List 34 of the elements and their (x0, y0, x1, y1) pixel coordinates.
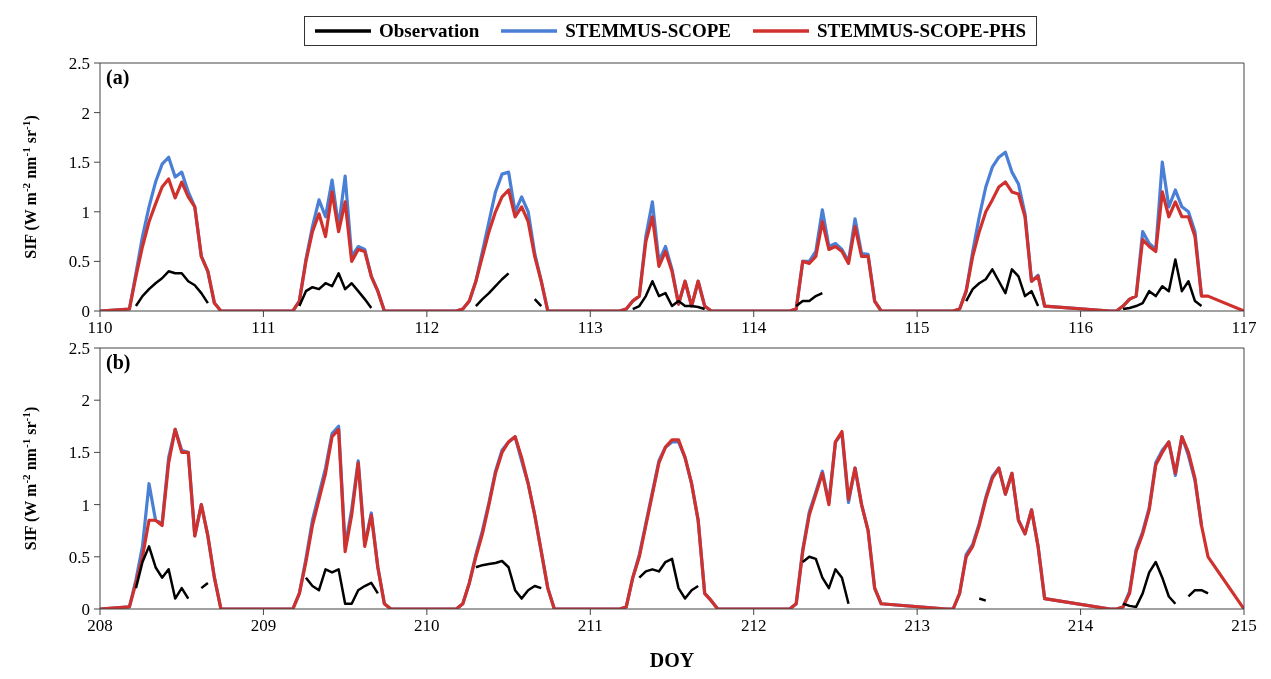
y-tick-label: 1.5 (68, 443, 90, 463)
x-tick-label: 117 (1231, 318, 1257, 338)
y-tick-label: 0 (81, 600, 90, 620)
y-tick-label: 1.5 (68, 153, 90, 173)
y-tick-label: 2 (81, 103, 90, 123)
x-tick-label: 208 (87, 616, 113, 636)
x-tick-label: 111 (251, 318, 276, 338)
x-tick-label: 113 (577, 318, 603, 338)
y-tick-label: 0.5 (68, 252, 90, 272)
x-tick-label: 110 (87, 318, 113, 338)
x-tick-label: 215 (1231, 616, 1257, 636)
y-tick-label: 2.5 (68, 339, 90, 359)
x-tick-label: 213 (904, 616, 930, 636)
x-tick-label: 209 (250, 616, 277, 636)
x-tick-label: 116 (1068, 318, 1094, 338)
y-tick-label: 0 (81, 302, 90, 322)
legend-label: Observation (378, 20, 480, 42)
x-tick-label: 114 (741, 318, 767, 338)
x-tick-label: 115 (904, 318, 930, 338)
y-tick-label: 2 (81, 391, 90, 411)
y-tick-label: 1 (81, 495, 90, 515)
x-tick-label: 211 (577, 616, 603, 636)
legend-label: STEMMUS-SCOPE-PHS (817, 20, 1027, 42)
y-tick-label: 0.5 (68, 547, 90, 567)
x-tick-label: 112 (414, 318, 440, 338)
y-tick-label: 2.5 (68, 54, 90, 74)
legend-label: STEMMUS-SCOPE (565, 20, 731, 42)
x-tick-label: 212 (740, 616, 767, 636)
x-tick-label: 214 (1067, 616, 1094, 636)
x-tick-label: 210 (414, 616, 440, 636)
annotation: (b) (106, 351, 131, 374)
x-axis-title: DOY (649, 649, 695, 671)
y-tick-label: 1 (81, 202, 90, 222)
annotation: (a) (106, 66, 130, 89)
